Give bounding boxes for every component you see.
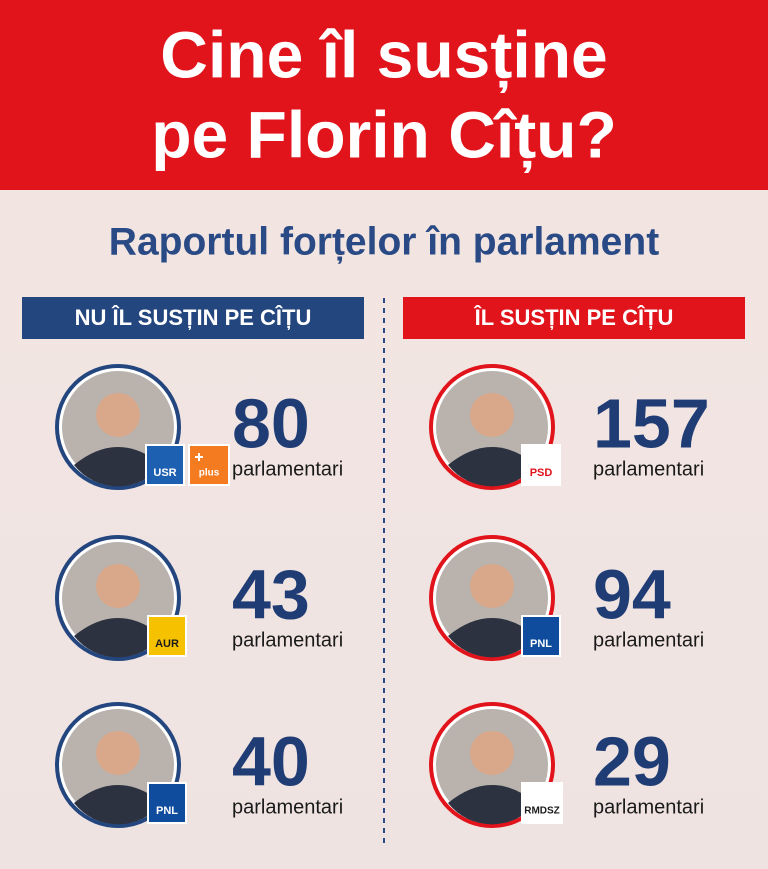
portrait-head	[96, 564, 140, 608]
portrait-head	[470, 731, 514, 775]
portrait-body	[448, 447, 536, 487]
portrait-body	[74, 785, 162, 825]
member-unit: parlamentari	[593, 629, 704, 651]
subtitle: Raportul forțelor în parlament	[109, 220, 659, 263]
member-count: 43	[232, 555, 310, 633]
party-logo	[145, 444, 185, 486]
party-logo-label: PSD	[530, 467, 553, 479]
portrait-head	[470, 393, 514, 437]
member-count: 29	[593, 722, 671, 800]
portrait-head	[470, 564, 514, 608]
party-logo-label: USR	[153, 467, 176, 479]
column-heading: ÎL SUSȚIN PE CÎȚU	[474, 305, 674, 330]
member-unit: parlamentari	[232, 458, 343, 480]
portrait-head	[96, 393, 140, 437]
party-logo	[521, 615, 561, 657]
party-logo-label: AUR	[155, 638, 179, 650]
party-logo-label: PNL	[530, 638, 552, 650]
title-line: pe Florin Cîțu?	[151, 97, 617, 173]
party-logo	[521, 782, 563, 824]
plus-sign	[195, 453, 203, 461]
member-unit: parlamentari	[593, 796, 704, 818]
party-logo	[147, 782, 187, 824]
party-logo-label: plus	[199, 468, 220, 479]
member-unit: parlamentari	[232, 796, 343, 818]
party-logo	[147, 615, 187, 657]
portrait-body	[74, 618, 162, 658]
title-line: Cine îl susține	[160, 17, 607, 93]
member-count: 157	[593, 384, 710, 462]
party-logo	[521, 444, 561, 486]
column-heading: NU ÎL SUSȚIN PE CÎȚU	[75, 305, 312, 330]
member-unit: parlamentari	[232, 629, 343, 651]
portrait-body	[74, 447, 162, 487]
party-logo	[188, 444, 230, 486]
party-logo-label: PNL	[156, 805, 178, 817]
portrait-body	[448, 785, 536, 825]
header-band	[0, 0, 768, 190]
member-count: 94	[593, 555, 671, 633]
column-heading-box	[403, 297, 745, 339]
column-heading-box	[22, 297, 364, 339]
member-unit: parlamentari	[593, 458, 704, 480]
member-count: 40	[232, 722, 310, 800]
portrait-head	[96, 731, 140, 775]
portrait-body	[448, 618, 536, 658]
party-logo-label: RMDSZ	[524, 806, 560, 817]
member-count: 80	[232, 384, 310, 462]
